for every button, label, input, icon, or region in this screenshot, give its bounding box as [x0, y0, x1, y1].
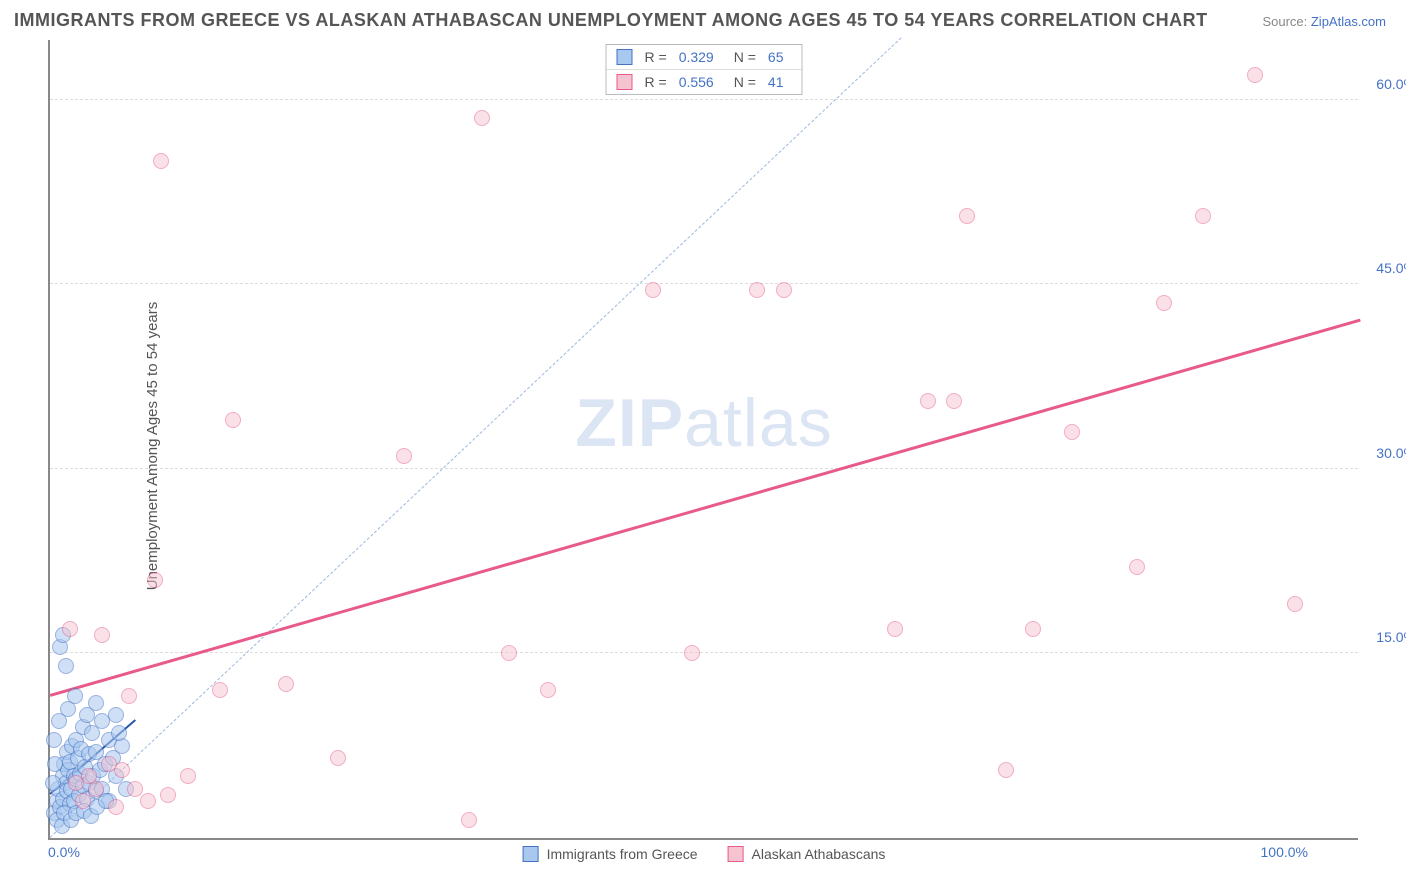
r-value-0: 0.329: [679, 49, 714, 65]
gridline: [50, 99, 1358, 100]
gridline: [50, 468, 1358, 469]
n-label: N =: [734, 49, 756, 65]
y-tick-label: 45.0%: [1376, 260, 1406, 276]
scatter-plot: ZIPatlas R = 0.329 N = 65 R = 0.556 N = …: [48, 40, 1358, 840]
data-point: [474, 110, 490, 126]
n-label: N =: [734, 74, 756, 90]
data-point: [920, 393, 936, 409]
n-value-0: 65: [768, 49, 784, 65]
data-point: [75, 793, 91, 809]
data-point: [111, 725, 127, 741]
legend-swatch-0: [523, 846, 539, 862]
data-point: [1247, 67, 1263, 83]
data-point: [749, 282, 765, 298]
x-tick-min: 0.0%: [48, 844, 80, 860]
legend-label-0: Immigrants from Greece: [547, 846, 698, 862]
trend-line: [50, 319, 1361, 697]
data-point: [1156, 295, 1172, 311]
swatch-series-1: [617, 74, 633, 90]
data-point: [88, 695, 104, 711]
source-link[interactable]: ZipAtlas.com: [1311, 14, 1386, 29]
data-point: [62, 621, 78, 637]
data-point: [147, 572, 163, 588]
data-point: [1025, 621, 1041, 637]
data-point: [160, 787, 176, 803]
data-point: [946, 393, 962, 409]
y-tick-label: 60.0%: [1376, 76, 1406, 92]
data-point: [121, 688, 137, 704]
source-label: Source:: [1262, 14, 1310, 29]
data-point: [180, 768, 196, 784]
data-point: [68, 775, 84, 791]
data-point: [225, 412, 241, 428]
correlation-stats-box: R = 0.329 N = 65 R = 0.556 N = 41: [606, 44, 803, 95]
data-point: [101, 756, 117, 772]
data-point: [1129, 559, 1145, 575]
data-point: [140, 793, 156, 809]
r-label: R =: [645, 74, 667, 90]
data-point: [47, 756, 63, 772]
trend-line: [50, 37, 902, 838]
data-point: [46, 732, 62, 748]
data-point: [67, 688, 83, 704]
data-point: [959, 208, 975, 224]
data-point: [776, 282, 792, 298]
data-point: [645, 282, 661, 298]
r-value-1: 0.556: [679, 74, 714, 90]
data-point: [94, 627, 110, 643]
y-tick-label: 15.0%: [1376, 629, 1406, 645]
data-point: [540, 682, 556, 698]
data-point: [1064, 424, 1080, 440]
legend-label-1: Alaskan Athabascans: [752, 846, 886, 862]
data-point: [127, 781, 143, 797]
data-point: [684, 645, 700, 661]
x-tick-max: 100.0%: [1261, 844, 1308, 860]
data-point: [461, 812, 477, 828]
gridline: [50, 283, 1358, 284]
legend-item-1: Alaskan Athabascans: [728, 846, 886, 862]
data-point: [45, 775, 61, 791]
data-point: [58, 658, 74, 674]
stats-row-series-1: R = 0.556 N = 41: [607, 69, 802, 94]
data-point: [1287, 596, 1303, 612]
watermark: ZIPatlas: [575, 384, 832, 462]
watermark-atlas: atlas: [684, 385, 833, 461]
data-point: [1195, 208, 1211, 224]
bottom-legend: Immigrants from Greece Alaskan Athabasca…: [523, 846, 886, 862]
stats-row-series-0: R = 0.329 N = 65: [607, 45, 802, 69]
data-point: [396, 448, 412, 464]
data-point: [108, 707, 124, 723]
n-value-1: 41: [768, 74, 784, 90]
data-point: [278, 676, 294, 692]
r-label: R =: [645, 49, 667, 65]
data-point: [330, 750, 346, 766]
data-point: [88, 781, 104, 797]
data-point: [887, 621, 903, 637]
legend-swatch-1: [728, 846, 744, 862]
watermark-zip: ZIP: [575, 385, 684, 461]
data-point: [153, 153, 169, 169]
legend-item-0: Immigrants from Greece: [523, 846, 698, 862]
swatch-series-0: [617, 49, 633, 65]
data-point: [212, 682, 228, 698]
data-point: [998, 762, 1014, 778]
source-attribution: Source: ZipAtlas.com: [1262, 14, 1386, 29]
data-point: [501, 645, 517, 661]
y-tick-label: 30.0%: [1376, 445, 1406, 461]
data-point: [108, 799, 124, 815]
chart-title: IMMIGRANTS FROM GREECE VS ALASKAN ATHABA…: [14, 10, 1208, 31]
